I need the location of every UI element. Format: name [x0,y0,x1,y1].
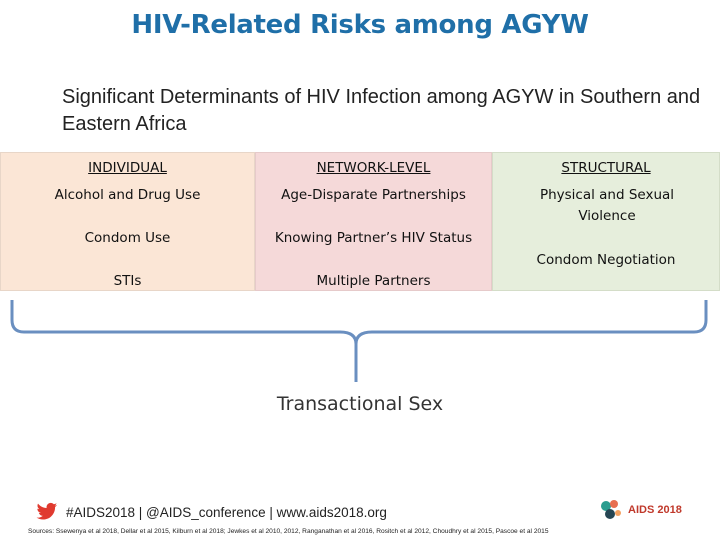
transactional-sex-label: Transactional Sex [276,393,444,415]
network-item: Knowing Partner’s HIV Status [274,230,473,246]
network-item: Multiple Partners [316,273,431,289]
footer-hashtag-line: #AIDS2018 | @AIDS_conference | www.aids2… [66,504,387,520]
footer-bar: #AIDS2018 | @AIDS_conference | www.aids2… [36,502,387,522]
individual-item: STIs [113,273,142,289]
sources-footnote: Sources: Ssewenya et al 2018, Dellar et … [28,528,549,535]
individual-header: INDIVIDUAL [88,160,167,176]
slide-subtitle: Significant Determinants of HIV Infectio… [62,86,701,135]
individual-column: INDIVIDUAL Alcohol and Drug Use Condom U… [0,152,255,291]
structural-item: Condom Negotiation [536,252,676,268]
structural-header: STRUCTURAL [561,160,651,176]
structural-column: STRUCTURAL Physical and Sexual Violence … [492,152,720,291]
network-item: Age-Disparate Partnerships [281,187,466,203]
individual-item: Alcohol and Drug Use [54,187,201,203]
logo-text: AIDS 2018 [628,504,682,516]
twitter-bird-icon [36,502,58,520]
network-column: NETWORK-LEVEL Age-Disparate Partnerships… [255,152,492,291]
structural-item: Physical and Sexual Violence [539,187,675,224]
aids2018-logo-icon [601,500,621,519]
slide-title: HIV-Related Risks among AGYW [131,10,589,40]
bracket-connector [10,300,708,382]
conference-logo: AIDS 2018 [598,498,682,522]
individual-item: Condom Use [84,230,171,246]
network-header: NETWORK-LEVEL [316,160,431,176]
